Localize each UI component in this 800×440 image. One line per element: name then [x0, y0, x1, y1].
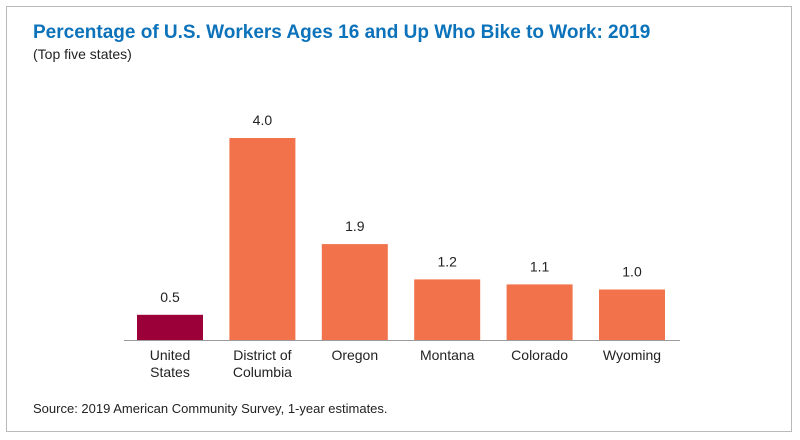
category-label: Columbia	[233, 364, 292, 380]
chart-frame	[6, 6, 792, 432]
bars-group	[137, 138, 665, 341]
bar-value-label: 0.5	[160, 289, 180, 305]
category-label: Colorado	[511, 347, 568, 363]
category-label: United	[150, 347, 190, 363]
bar	[137, 314, 203, 341]
bar	[599, 289, 665, 340]
category-label: District of	[233, 347, 291, 363]
bar-value-label: 4.0	[253, 112, 273, 128]
bar	[506, 284, 573, 340]
bar-value-label: 1.1	[530, 258, 550, 274]
bar-value-label: 1.9	[345, 218, 365, 234]
category-label: States	[150, 364, 190, 380]
bar	[321, 244, 388, 340]
bar	[414, 279, 481, 340]
chart-title: Percentage of U.S. Workers Ages 16 and U…	[33, 22, 651, 43]
bar	[229, 138, 296, 340]
source-note: Source: 2019 American Community Survey, …	[33, 401, 388, 416]
chart-subtitle: (Top five states)	[33, 46, 132, 62]
value-labels-group: 0.5 4.0 1.9 1.2 1.1 1.0	[160, 112, 642, 305]
bar-value-label: 1.2	[437, 253, 457, 269]
bar-value-label: 1.0	[622, 264, 642, 280]
category-label: Wyoming	[603, 347, 661, 363]
category-label: Montana	[420, 347, 475, 363]
category-label: Oregon	[331, 347, 378, 363]
